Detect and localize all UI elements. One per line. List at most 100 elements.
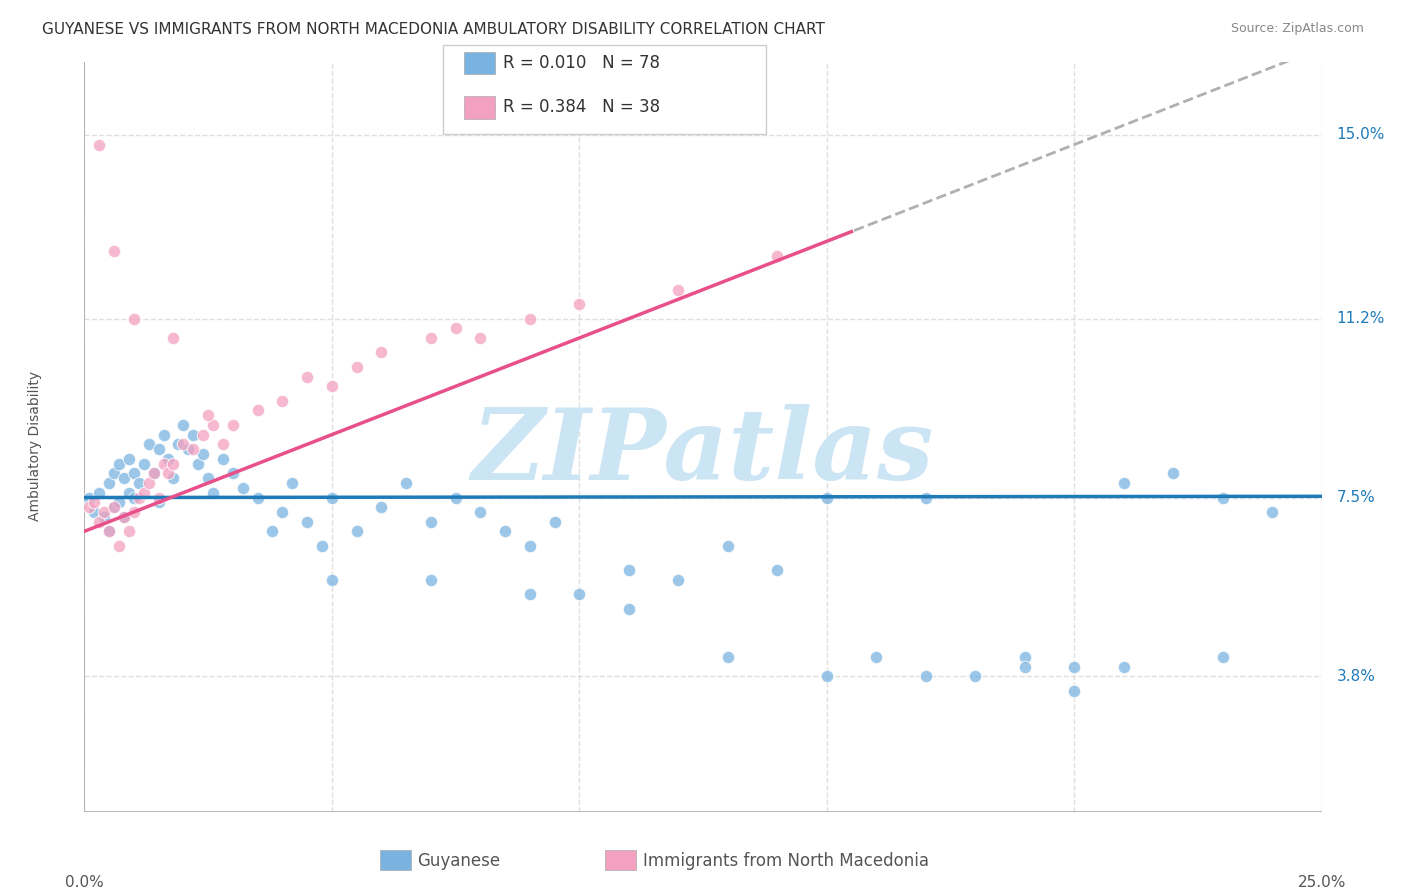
Point [167,437,190,451]
Point [118,485,141,500]
Text: 25.0%: 25.0% [1298,874,1346,889]
Point [162,331,184,345]
Point [122,505,145,519]
Point [311,539,333,553]
Point [1112,659,1135,673]
Point [281,475,304,490]
Point [197,409,219,423]
Text: Source: ZipAtlas.com: Source: ZipAtlas.com [1230,22,1364,36]
Point [717,650,740,665]
Point [181,442,204,457]
Point [1212,491,1234,505]
Point [766,249,789,263]
Point [370,345,392,359]
Point [262,524,284,539]
Point [108,539,131,553]
Point [321,573,343,587]
Point [187,457,209,471]
Text: R = 0.010   N = 78: R = 0.010 N = 78 [503,54,661,72]
Point [395,475,418,490]
Point [815,669,838,683]
Text: 11.2%: 11.2% [1337,311,1385,326]
Point [172,417,194,432]
Point [98,524,121,539]
Point [914,669,936,683]
Text: R = 0.384   N = 38: R = 0.384 N = 38 [503,98,661,117]
Point [83,495,105,509]
Point [191,427,214,442]
Point [1063,659,1085,673]
Point [152,457,174,471]
Point [112,509,135,524]
Point [202,485,225,500]
Point [470,505,492,519]
Point [965,669,987,683]
Point [914,491,936,505]
Point [83,505,105,519]
Point [1112,475,1135,490]
Point [295,369,318,384]
Point [815,491,838,505]
Point [89,485,111,500]
Point [1261,505,1284,519]
Point [1014,650,1036,665]
Point [152,427,174,442]
Point [148,442,170,457]
Text: ZIPatlas: ZIPatlas [472,404,934,500]
Text: Guyanese: Guyanese [418,852,501,870]
Point [346,524,368,539]
Point [148,495,170,509]
Point [93,509,115,524]
Point [346,359,368,374]
Point [132,457,155,471]
Point [157,451,180,466]
Point [519,539,541,553]
Point [142,467,165,481]
Point [197,471,219,485]
Point [122,491,145,505]
Point [419,515,441,529]
Point [103,500,125,515]
Point [79,500,101,515]
Text: 15.0%: 15.0% [1337,128,1385,143]
Point [1063,684,1085,698]
Point [321,491,343,505]
Point [162,457,184,471]
Point [617,563,640,577]
Point [271,505,294,519]
Text: 0.0%: 0.0% [65,874,104,889]
Point [666,573,689,587]
Text: GUYANESE VS IMMIGRANTS FROM NORTH MACEDONIA AMBULATORY DISABILITY CORRELATION CH: GUYANESE VS IMMIGRANTS FROM NORTH MACEDO… [42,22,825,37]
Point [181,427,204,442]
Point [103,467,125,481]
Point [98,524,121,539]
Point [568,587,591,601]
Text: Ambulatory Disability: Ambulatory Disability [28,371,42,521]
Point [232,481,254,495]
Point [93,505,115,519]
Point [138,437,160,451]
Text: 7.5%: 7.5% [1337,490,1375,505]
Point [103,500,125,515]
Point [444,321,467,335]
Point [112,471,135,485]
Point [128,475,150,490]
Point [1212,650,1234,665]
Point [172,437,194,451]
Text: Immigrants from North Macedonia: Immigrants from North Macedonia [643,852,928,870]
Point [568,297,591,311]
Point [162,471,184,485]
Point [212,451,235,466]
Point [112,509,135,524]
Point [148,491,170,505]
Point [177,442,200,457]
Point [444,491,467,505]
Point [108,495,131,509]
Point [865,650,887,665]
Point [1014,659,1036,673]
Point [122,311,145,326]
Point [89,137,111,152]
Point [1161,467,1184,481]
Point [470,331,492,345]
Point [103,244,125,258]
